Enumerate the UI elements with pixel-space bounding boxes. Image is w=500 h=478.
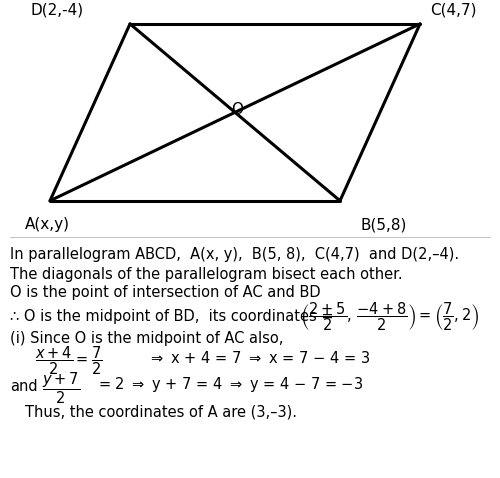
Text: $\left(\dfrac{2+5}{2},\,\dfrac{-4+8}{2}\right)=\left(\dfrac{7}{2},2\right)$: $\left(\dfrac{2+5}{2},\,\dfrac{-4+8}{2}\…	[300, 300, 480, 333]
Text: $\dfrac{x+4}{2}=\dfrac{7}{2}$: $\dfrac{x+4}{2}=\dfrac{7}{2}$	[35, 345, 102, 377]
Text: O: O	[232, 102, 243, 118]
Text: ∴ O is the midpoint of BD,  its coordinates =: ∴ O is the midpoint of BD, its coordinat…	[10, 309, 334, 324]
Text: A(x,y): A(x,y)	[25, 217, 70, 232]
Text: (i) Since O is the midpoint of AC also,: (i) Since O is the midpoint of AC also,	[10, 331, 283, 346]
Text: O is the point of intersection of AC and BD: O is the point of intersection of AC and…	[10, 285, 320, 300]
Text: The diagonals of the parallelogram bisect each other.: The diagonals of the parallelogram bisec…	[10, 267, 402, 282]
Text: In parallelogram ABCD,  A(x, y),  B(5, 8),  C(4,7)  and D(2,–4).: In parallelogram ABCD, A(x, y), B(5, 8),…	[10, 247, 459, 262]
Text: and: and	[10, 379, 38, 394]
Text: = 2 $\Rightarrow$ y + 7 = 4 $\Rightarrow$ y = 4 − 7 = −3: = 2 $\Rightarrow$ y + 7 = 4 $\Rightarrow…	[98, 375, 363, 394]
Text: $\dfrac{y+7}{2}$: $\dfrac{y+7}{2}$	[42, 370, 81, 406]
Text: B(5,8): B(5,8)	[360, 217, 406, 232]
Text: $\Rightarrow$ x + 4 = 7 $\Rightarrow$ x = 7 − 4 = 3: $\Rightarrow$ x + 4 = 7 $\Rightarrow$ x …	[148, 349, 370, 366]
Text: C(4,7): C(4,7)	[430, 2, 476, 17]
Text: D(2,-4): D(2,-4)	[30, 2, 83, 17]
Text: Thus, the coordinates of A are (3,–3).: Thus, the coordinates of A are (3,–3).	[25, 404, 297, 420]
